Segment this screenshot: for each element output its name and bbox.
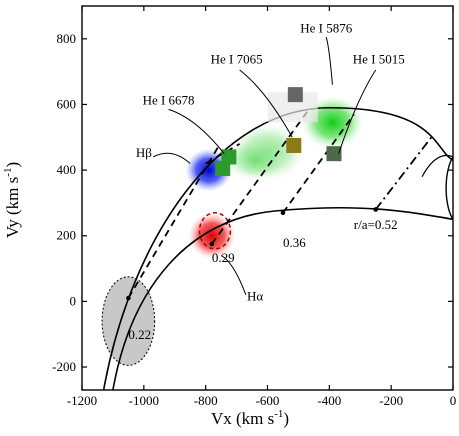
emission-region-spread — [225, 140, 285, 180]
y-tick-label-2: 200 — [57, 228, 77, 243]
square-markers — [215, 87, 342, 176]
square-marker-2 — [221, 149, 237, 165]
trajectory-point-1 — [209, 241, 215, 247]
square-marker-3 — [215, 160, 231, 176]
x-tick-label-2: -800 — [194, 393, 218, 408]
y-tick-label-3: 400 — [57, 162, 77, 177]
annotation-label-4: Hβ — [136, 145, 152, 160]
x-tick-label-0: -1200 — [67, 393, 97, 408]
dashed-connector-1 — [211, 110, 309, 245]
right-loop-upper — [421, 154, 453, 177]
annotation-arrow-5 — [220, 254, 247, 295]
x-tick-label-1: -1000 — [129, 393, 159, 408]
trajectory-label-0: 0.22 — [128, 327, 151, 342]
annotation-label-1: He I 7065 — [211, 51, 263, 66]
x-tick-label-3: -600 — [256, 393, 280, 408]
grey-disk — [101, 276, 156, 366]
annotation-label-0: He I 5876 — [300, 20, 352, 35]
dashed-connector-0 — [127, 146, 219, 299]
y-axis-title: Vy (km s-1) — [2, 162, 22, 238]
annotation-label-3: He I 6678 — [143, 92, 195, 107]
right-loop — [445, 156, 453, 220]
trajectory-point-2 — [280, 210, 286, 216]
x-tick-label-6: 0 — [450, 393, 457, 408]
annotation-label-2: He I 5015 — [353, 51, 405, 66]
annotation-arrow-3 — [168, 108, 225, 155]
x-tick-label-5: -200 — [379, 393, 403, 408]
square-marker-1 — [286, 137, 302, 153]
annotation-arrow-0 — [325, 37, 333, 85]
trajectory-point-0 — [126, 295, 131, 301]
dashed-connector-2 — [282, 113, 355, 214]
y-tick-label-1: 0 — [70, 293, 77, 308]
x-tick-label-4: -400 — [317, 393, 341, 408]
y-tick-label-5: 800 — [57, 31, 77, 46]
dashdot-connector — [374, 136, 433, 211]
axes-frame: -1200 -1000 -800 -600 -400 -200 0 -200 0 200 400 60… — [52, 5, 457, 408]
x-axis-title: Vx (km s-1) — [211, 408, 289, 428]
y-tick-label-0: -200 — [52, 359, 76, 374]
annotation-label-5: Hα — [247, 289, 263, 304]
trajectory-point-3 — [373, 207, 379, 212]
trajectory-label-2: 0.36 — [283, 235, 306, 250]
ha-dashed-contour — [198, 212, 232, 250]
trajectory-label-3: r/a=0.52 — [354, 217, 398, 232]
annotation-arrow-1 — [239, 69, 293, 138]
y-tick-label-4: 600 — [57, 96, 77, 111]
annotation-arrow-2 — [338, 69, 377, 154]
square-marker-0 — [287, 87, 303, 103]
trajectory-label-1: 0.29 — [212, 250, 235, 265]
annotation-labels: 0.22 0.29 0.36 r/a=0.52 He I 5876 He I 7065 He… — [128, 20, 404, 342]
inner-orbit — [112, 206, 453, 390]
dashed-connector-3 — [205, 143, 241, 165]
square-marker-4 — [326, 146, 342, 162]
annotation-arrow-4 — [152, 152, 191, 164]
emission-regions — [101, 96, 364, 366]
